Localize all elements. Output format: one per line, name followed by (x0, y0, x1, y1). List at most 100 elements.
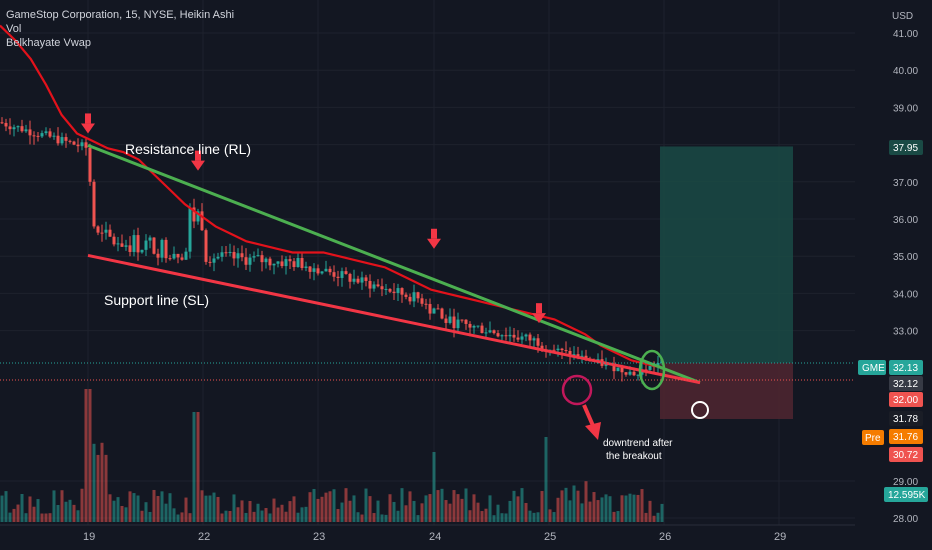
candle-body (16, 126, 20, 128)
volume-bar (172, 508, 176, 522)
candle-body (400, 288, 404, 295)
candle-body (528, 334, 532, 341)
candle-body (496, 333, 500, 337)
candle-body (420, 298, 424, 304)
candle-body (504, 335, 508, 337)
candle-body (80, 142, 84, 147)
volume-bar (648, 500, 652, 522)
candle-body (216, 256, 220, 259)
candle-body (108, 229, 112, 237)
volume-bar (192, 412, 196, 522)
volume-bar (40, 513, 44, 522)
volume-bar (380, 514, 384, 522)
candle-body (508, 334, 512, 337)
candle-body (356, 278, 360, 283)
candle-body (288, 259, 292, 262)
volume-bar (356, 512, 360, 522)
volume-bar (104, 454, 108, 522)
volume-bar (52, 490, 56, 522)
volume-bar (68, 499, 72, 522)
volume-bar (660, 503, 664, 522)
volume-bar (528, 510, 532, 522)
volume-bar (200, 490, 204, 522)
down-arrow-icon (85, 113, 91, 124)
volume-bar (48, 513, 52, 522)
volume-bar (252, 511, 256, 522)
candle-body (148, 237, 152, 241)
volume-bar (568, 500, 572, 522)
volume-bar (20, 493, 24, 522)
legend-vwap[interactable]: Belkhayate Vwap (6, 37, 91, 49)
volume-bar (176, 514, 180, 522)
pre-price-tag-text: 31.76 (893, 432, 918, 443)
volume-bar (596, 500, 600, 522)
candle-body (444, 318, 448, 323)
volume-bar (4, 491, 8, 522)
candle-body (316, 268, 320, 274)
pre-price-tag (889, 429, 923, 444)
pre-label-text: Pre (865, 433, 881, 444)
price-tags: 37.95 GME 32.13 32.12 32.00 31.78 Pre 31.76 30.7… (858, 140, 928, 502)
candle-body (532, 338, 536, 341)
volume-bar (600, 497, 604, 522)
volume-bar (544, 437, 548, 522)
price-tag-3 (889, 411, 923, 426)
volume-bar (332, 489, 336, 522)
candle-body (88, 147, 92, 182)
volume-bar (280, 504, 284, 522)
y-tick-label: 37.00 (893, 178, 918, 189)
volume-bar (268, 513, 272, 522)
down-arrow-icon (431, 228, 437, 239)
volume-bar (320, 496, 324, 522)
time-axis[interactable]: 19 22 23 24 25 26 29 (83, 531, 786, 543)
candle-body (248, 257, 252, 265)
volume-bar (288, 501, 292, 522)
candle-body (64, 137, 68, 141)
candle-body (256, 255, 260, 257)
candle-body (208, 261, 212, 263)
candle-body (136, 235, 140, 253)
candle-body (624, 372, 628, 375)
candle-body (412, 292, 416, 302)
volume-bar (44, 513, 48, 522)
candle-body (364, 277, 368, 281)
volume-bar (180, 512, 184, 522)
candle-body (260, 255, 264, 263)
y-tick-label: 41.00 (893, 29, 918, 40)
candle-body (168, 258, 172, 260)
candle-body (240, 253, 244, 258)
candle-body (112, 236, 116, 245)
candle-body (392, 291, 396, 293)
candle-body (220, 252, 224, 257)
candle-body (512, 334, 516, 338)
volume-bar (376, 500, 380, 522)
volume-bar (84, 389, 88, 522)
volume-bar (264, 508, 268, 522)
candle-body (312, 268, 316, 272)
legend-volume[interactable]: Vol (6, 23, 22, 35)
volume-bar (132, 493, 136, 522)
breakout-circle-red (561, 374, 593, 406)
target-price-tag-text: 37.95 (893, 143, 918, 154)
volume-bar (80, 488, 84, 522)
volume-bar (488, 495, 492, 522)
x-tick-label: 22 (198, 531, 210, 543)
volume-bar (492, 515, 496, 522)
volume-bar (344, 488, 348, 522)
candle-body (424, 303, 428, 305)
candle-body (324, 268, 328, 272)
candle-body (272, 263, 276, 266)
volume-bar (592, 492, 596, 522)
resistance-line (87, 143, 701, 385)
candle-body (636, 374, 640, 376)
volume-bar (584, 481, 588, 522)
candle-body (404, 294, 408, 297)
legend-title[interactable]: GameStop Corporation, 15, NYSE, Heikin A… (6, 9, 235, 21)
down-arrow-icon (191, 160, 205, 171)
price-tag-1-text: 32.12 (893, 379, 918, 390)
volume-bar (124, 507, 128, 522)
volume-bar (0, 495, 4, 522)
down-arrow-icon (427, 238, 441, 249)
candle-body (564, 350, 568, 352)
